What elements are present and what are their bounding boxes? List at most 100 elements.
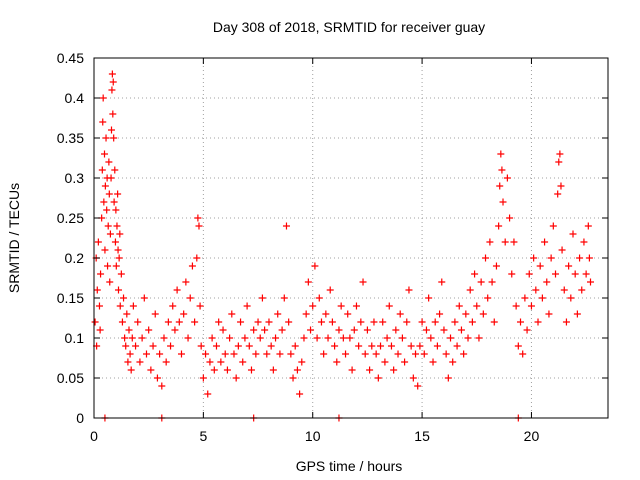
data-point (556, 150, 564, 158)
data-point (98, 166, 106, 174)
data-point (473, 302, 481, 310)
data-point (256, 334, 264, 342)
data-point (126, 350, 134, 358)
data-point (302, 310, 310, 318)
data-point (447, 334, 455, 342)
data-point (527, 302, 535, 310)
x-tick-label: 15 (414, 428, 430, 444)
data-point (101, 182, 109, 190)
data-point (558, 246, 566, 254)
data-point (149, 342, 157, 350)
data-point (110, 134, 118, 142)
data-point (125, 326, 133, 334)
data-point (142, 350, 150, 358)
data-point (122, 342, 130, 350)
data-point (193, 254, 201, 262)
data-point (111, 238, 119, 246)
data-point (328, 318, 336, 326)
data-point (151, 310, 159, 318)
data-point (377, 342, 385, 350)
data-point (140, 294, 148, 302)
data-point (538, 294, 546, 302)
data-point (361, 350, 369, 358)
data-point (304, 278, 312, 286)
data-point (108, 70, 116, 78)
data-point (401, 358, 409, 366)
data-point (293, 366, 301, 374)
y-tick-label: 0.35 (57, 130, 84, 146)
data-point (116, 230, 124, 238)
data-point (94, 238, 102, 246)
data-point (355, 342, 363, 350)
data-point (289, 374, 297, 382)
data-point (103, 206, 111, 214)
data-point (484, 294, 492, 302)
data-point (252, 350, 260, 358)
data-point (191, 318, 199, 326)
x-tick-label: 20 (524, 428, 540, 444)
data-point (113, 222, 121, 230)
data-point (414, 382, 422, 390)
data-point (517, 318, 525, 326)
data-point (508, 270, 516, 278)
data-point (298, 358, 306, 366)
data-point (206, 358, 214, 366)
data-point (121, 334, 129, 342)
data-point (339, 334, 347, 342)
data-point (104, 222, 112, 230)
data-point (145, 326, 153, 334)
data-point (239, 358, 247, 366)
data-point (100, 150, 108, 158)
data-point (111, 166, 119, 174)
data-point (536, 262, 544, 270)
data-point (99, 118, 107, 126)
data-point (112, 206, 120, 214)
data-point (95, 302, 103, 310)
data-point (374, 374, 382, 382)
data-point (101, 246, 109, 254)
data-point (241, 334, 249, 342)
y-tick-label: 0.1 (65, 330, 85, 346)
data-point (115, 254, 123, 262)
data-point (451, 318, 459, 326)
data-point (455, 302, 463, 310)
y-axis-label: SRMTID / TECUs (6, 183, 22, 293)
data-point (124, 358, 132, 366)
data-point (547, 254, 555, 262)
data-point (477, 278, 485, 286)
data-point (405, 286, 413, 294)
data-point (346, 334, 354, 342)
data-point (93, 286, 101, 294)
data-point (105, 190, 113, 198)
data-point (188, 262, 196, 270)
data-point (212, 342, 220, 350)
data-point (267, 342, 275, 350)
data-point (118, 318, 126, 326)
data-point (104, 262, 112, 270)
data-point (372, 350, 380, 358)
data-point (105, 158, 113, 166)
data-point (580, 238, 588, 246)
data-point (274, 310, 282, 318)
data-point (265, 318, 273, 326)
data-point (460, 350, 468, 358)
data-point (156, 350, 164, 358)
x-tick-label: 0 (90, 428, 98, 444)
data-point (112, 262, 120, 270)
data-point (311, 262, 319, 270)
data-point (147, 366, 155, 374)
data-point (573, 310, 581, 318)
data-point (433, 342, 441, 350)
data-point (385, 302, 393, 310)
data-point (449, 358, 457, 366)
data-point (114, 286, 122, 294)
data-point (471, 270, 479, 278)
data-point (555, 158, 563, 166)
data-point (320, 350, 328, 358)
data-point (96, 326, 104, 334)
data-point (197, 342, 205, 350)
data-point (99, 94, 107, 102)
data-point (309, 302, 317, 310)
